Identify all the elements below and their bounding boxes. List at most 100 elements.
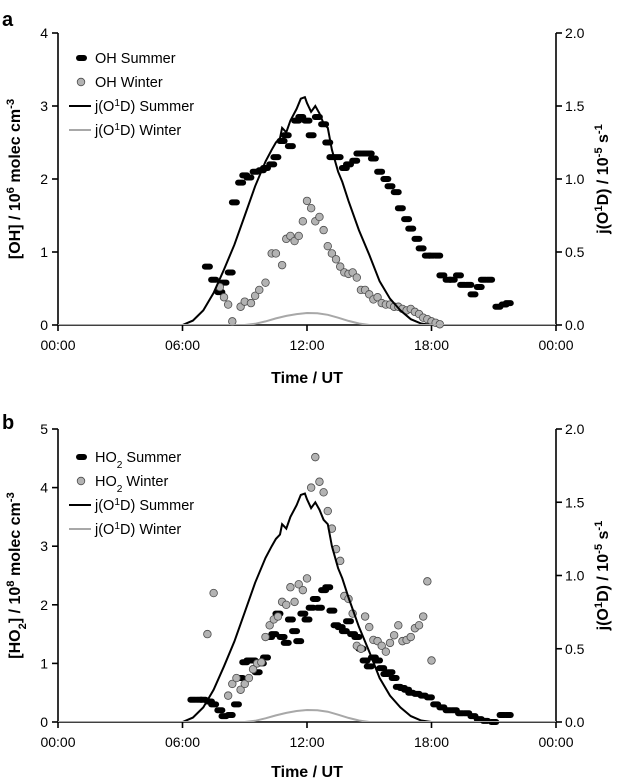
data-point [302, 196, 312, 206]
data-point [436, 272, 448, 279]
data-point [389, 631, 399, 640]
data-point [230, 701, 242, 708]
data-point [209, 588, 218, 598]
data-point [282, 600, 291, 609]
data-point [306, 203, 316, 213]
data-point [208, 701, 220, 708]
data-point [309, 595, 321, 602]
series-j-o1d-winter [58, 311, 556, 325]
panel-letter: a [2, 9, 14, 31]
data-point [331, 255, 341, 264]
data-point [298, 217, 308, 226]
data-point [363, 150, 375, 157]
y2-tick-label: 1.0 [565, 568, 585, 584]
x-tick-label: 18:00 [414, 337, 449, 353]
data-point [351, 634, 363, 641]
data-point [294, 231, 303, 241]
data-point [224, 711, 236, 718]
data-point [243, 174, 255, 181]
panel-a: a 00:00 06:00 12:00 18:00 00:00 0 1 2 3 4 0.0 0.5 1.0… [2, 9, 612, 387]
data-point [336, 262, 345, 271]
y-tick-label: 0 [40, 714, 48, 730]
data-point [240, 679, 249, 689]
data-point [294, 580, 303, 589]
y2-tick-label: 0.0 [565, 317, 585, 333]
data-point [280, 639, 292, 646]
data-point [377, 641, 386, 651]
data-point [208, 276, 220, 283]
data-point [338, 628, 350, 635]
data-point [376, 665, 388, 672]
data-point [419, 612, 428, 621]
y2-tick-label: 1.5 [565, 98, 585, 114]
y2-tick-label: 2.0 [565, 421, 585, 437]
y-tick-label: 4 [40, 25, 48, 41]
data-point [319, 225, 328, 235]
legend-marker-dash [76, 55, 87, 61]
data-point [502, 711, 514, 718]
data-point [297, 610, 309, 617]
series-line [58, 708, 556, 722]
data-point [228, 317, 237, 326]
data-point [394, 621, 403, 630]
series-j-o1d-summer [182, 95, 432, 325]
data-point [327, 249, 337, 258]
x-tick-label: 18:00 [414, 734, 449, 750]
data-point [380, 176, 392, 182]
data-point [452, 272, 464, 279]
legend-marker-circle [76, 476, 86, 486]
data-point [250, 291, 260, 300]
data-point [261, 632, 270, 642]
data-point [463, 281, 475, 288]
data-point [270, 154, 282, 161]
data-point [289, 628, 301, 635]
y-tick-label: 4 [40, 480, 48, 496]
data-point [467, 291, 479, 298]
data-point [373, 293, 382, 302]
data-point [235, 179, 247, 186]
data-point [414, 621, 424, 630]
data-point [315, 477, 324, 486]
x-axis-title: Time / UT [271, 764, 343, 781]
data-point [248, 665, 258, 674]
data-point [360, 612, 370, 621]
data-point [214, 707, 226, 714]
y-tick-label: 3 [40, 98, 48, 114]
data-point [290, 597, 299, 607]
y2-axis-title: j(O1D) / 10-5 s-1 [593, 124, 612, 235]
data-point [228, 679, 237, 689]
data-point [384, 669, 396, 676]
y-tick-label: 0 [40, 317, 48, 333]
legend-marker-dash [76, 454, 87, 460]
data-point [356, 644, 366, 653]
data-point [315, 212, 324, 222]
series-ho2-summer [187, 584, 514, 725]
panel-letter: b [2, 412, 14, 434]
x-tick-label: 00:00 [538, 734, 573, 750]
data-point [502, 300, 514, 307]
data-point [323, 506, 332, 516]
legend: OH Summer OH Winter j(O1D) Summer j(O1D) Wi… [69, 51, 194, 139]
data-point [484, 276, 496, 283]
data-point [427, 656, 436, 665]
data-point [326, 607, 338, 614]
y-axis-title: [OH] / 106 molec cm-3 [5, 99, 24, 259]
data-point [201, 263, 213, 270]
data-point [388, 675, 400, 682]
data-point [385, 638, 395, 648]
y2-axis-title: j(O1D) / 10-5 s-1 [593, 521, 612, 632]
data-point [268, 631, 280, 638]
y2-tick-label: 1.0 [565, 171, 585, 187]
data-point [228, 199, 240, 206]
data-point [266, 161, 278, 168]
legend-label: j(O1D) Summer [94, 98, 194, 116]
data-point [423, 694, 435, 701]
data-point [311, 452, 320, 462]
data-point [224, 269, 236, 276]
data-point [223, 300, 233, 309]
series-j-o1d-winter [58, 708, 556, 722]
data-point [349, 157, 361, 164]
data-point [298, 585, 308, 595]
legend-label: j(O1D) Winter [94, 122, 181, 140]
data-point [236, 685, 245, 694]
